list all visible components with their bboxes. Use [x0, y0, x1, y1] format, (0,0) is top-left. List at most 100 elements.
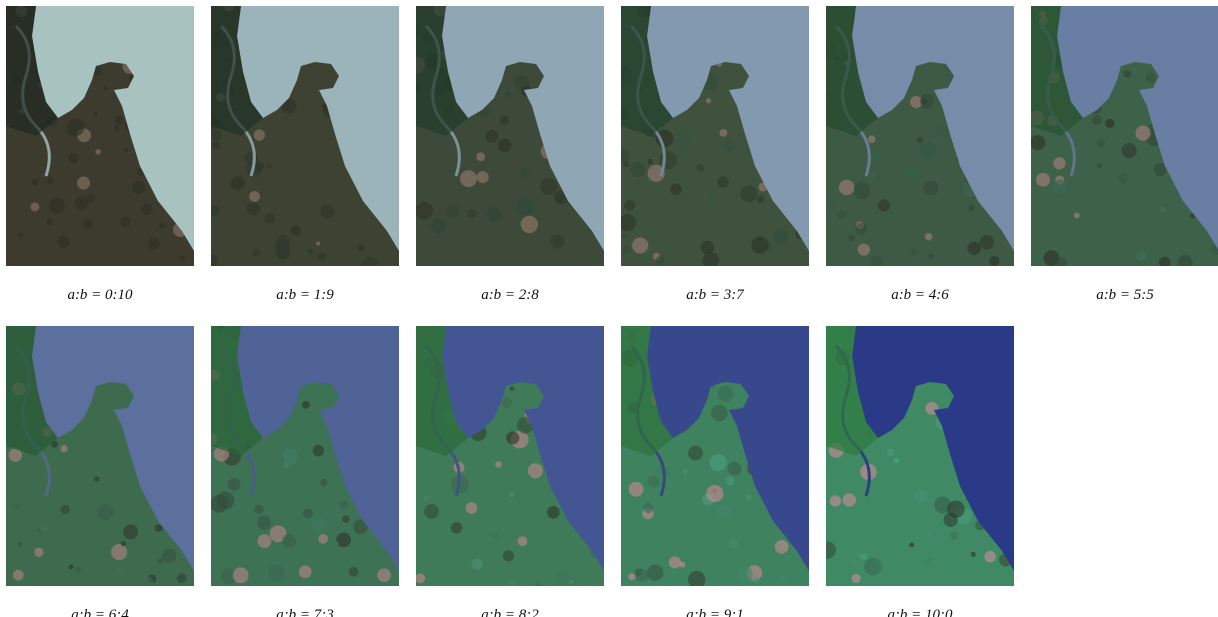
- land-texture: [94, 112, 98, 116]
- land-texture: [629, 482, 644, 497]
- caption: a:b = 2:8: [481, 287, 539, 303]
- land-texture: [254, 504, 264, 514]
- land-texture: [878, 199, 890, 211]
- land-texture: [18, 232, 23, 237]
- land-texture: [302, 401, 310, 409]
- land-texture: [500, 116, 509, 125]
- land-texture: [212, 142, 220, 150]
- land-texture: [340, 500, 349, 509]
- land-texture: [477, 171, 489, 183]
- land-texture: [142, 577, 153, 588]
- land-texture: [711, 405, 728, 422]
- land-texture: [852, 574, 861, 583]
- land-texture: [870, 256, 883, 269]
- land-texture: [839, 180, 854, 195]
- land-texture: [103, 86, 107, 90]
- land-texture: [132, 181, 145, 194]
- satellite-image: [415, 325, 605, 590]
- land-texture: [697, 164, 705, 172]
- land-texture: [423, 496, 429, 502]
- land-texture: [177, 573, 187, 583]
- land-texture: [320, 204, 334, 218]
- satellite-image: [4, 318, 198, 588]
- land-texture: [97, 504, 113, 520]
- land-texture: [968, 205, 974, 211]
- land-texture: [1159, 257, 1171, 269]
- land-texture: [1177, 255, 1192, 270]
- land-texture: [66, 476, 75, 485]
- land-texture: [66, 118, 84, 136]
- land-texture: [277, 235, 291, 249]
- satellite-image: [615, 2, 809, 269]
- land-texture: [655, 256, 664, 265]
- land-texture: [1097, 140, 1105, 148]
- land-texture: [1036, 173, 1050, 187]
- land-texture: [491, 532, 498, 539]
- caption: a:b = 5:5: [1096, 287, 1154, 303]
- land-texture: [123, 524, 138, 539]
- land-texture: [717, 505, 731, 519]
- land-texture: [159, 222, 165, 228]
- land-texture: [623, 246, 630, 253]
- land-texture: [116, 568, 122, 574]
- land-texture: [303, 508, 313, 518]
- land-texture: [211, 130, 221, 140]
- land-texture: [630, 162, 646, 178]
- land-texture: [971, 537, 986, 552]
- land-texture: [909, 543, 914, 548]
- land-texture: [719, 129, 727, 137]
- land-texture: [521, 216, 538, 233]
- land-texture: [46, 219, 52, 225]
- land-texture: [753, 577, 759, 583]
- land-texture: [647, 564, 663, 580]
- land-texture: [283, 448, 299, 464]
- land-texture: [268, 564, 285, 581]
- land-texture: [917, 137, 923, 143]
- land-texture: [467, 209, 476, 218]
- land-texture: [267, 164, 272, 169]
- land-texture: [460, 170, 477, 187]
- land-texture: [148, 238, 160, 250]
- land-texture: [258, 534, 272, 548]
- land-texture: [967, 242, 980, 255]
- land-texture: [1159, 206, 1166, 213]
- land-texture: [32, 179, 38, 185]
- land-texture: [706, 485, 723, 502]
- land-texture: [1056, 257, 1067, 268]
- land-texture: [155, 524, 163, 532]
- land-texture: [656, 130, 674, 148]
- land-texture: [683, 470, 687, 474]
- land-texture: [775, 540, 789, 554]
- land-texture: [1136, 251, 1146, 261]
- land-texture: [114, 116, 123, 125]
- land-texture: [246, 202, 260, 216]
- land-texture: [910, 248, 919, 257]
- land-texture: [702, 252, 719, 269]
- land-texture: [49, 197, 65, 213]
- land-texture: [1074, 212, 1080, 218]
- land-texture: [415, 573, 425, 583]
- land-texture: [318, 253, 326, 261]
- land-texture: [120, 217, 130, 227]
- land-texture: [69, 153, 79, 163]
- land-texture: [57, 236, 69, 248]
- land-texture: [851, 560, 857, 566]
- satellite-image: [204, 1, 401, 273]
- land-texture: [773, 229, 788, 244]
- land-texture: [111, 544, 127, 560]
- land-texture: [1097, 163, 1102, 168]
- land-texture: [904, 165, 919, 180]
- land-texture: [446, 204, 460, 218]
- caption: a:b = 8:2: [481, 607, 539, 617]
- land-texture: [871, 151, 879, 159]
- land-texture: [718, 386, 734, 402]
- land-texture: [632, 237, 648, 253]
- land-texture: [710, 454, 727, 471]
- land-texture: [158, 558, 164, 564]
- land-texture: [30, 202, 39, 211]
- land-texture: [706, 98, 711, 103]
- land-texture: [210, 495, 228, 513]
- land-texture: [69, 565, 74, 570]
- land-texture: [555, 571, 571, 587]
- land-texture: [740, 185, 757, 202]
